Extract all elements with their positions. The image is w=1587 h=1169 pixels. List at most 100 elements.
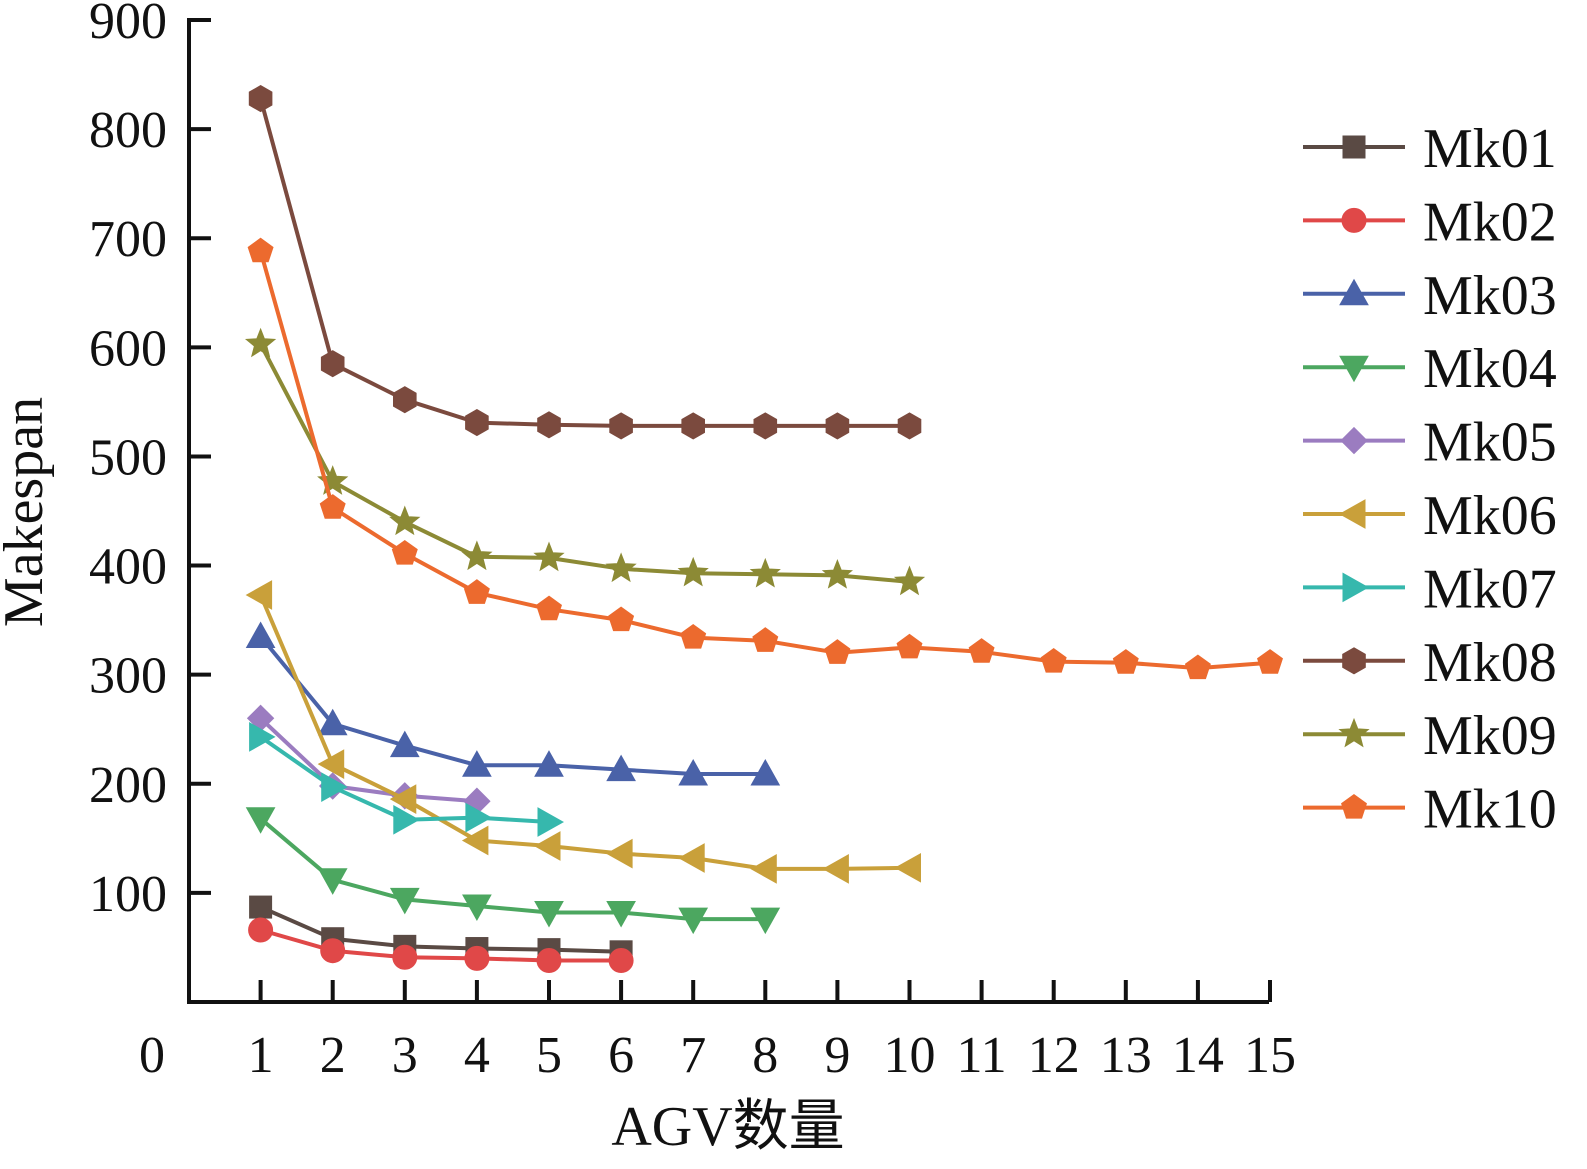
data-point xyxy=(825,412,850,440)
legend-label: Mk01 xyxy=(1423,118,1557,180)
data-point xyxy=(750,907,781,935)
x-tick-label: 6 xyxy=(608,1027,634,1084)
data-point xyxy=(462,894,492,922)
legend-marker xyxy=(1339,278,1369,306)
data-point xyxy=(248,85,273,113)
y-tick-label: 300 xyxy=(89,648,167,705)
series-mk02 xyxy=(248,917,634,974)
x-tick-label: 1 xyxy=(248,1027,274,1084)
series-line xyxy=(259,905,622,954)
data-point xyxy=(393,804,420,835)
data-point xyxy=(248,917,274,943)
data-point xyxy=(461,825,489,856)
x-ticks: 0 1 2 3 4 5 6 7 8 9 10 11 12 13 14 15 xyxy=(139,980,1296,1084)
axes xyxy=(187,18,1269,1004)
data-point xyxy=(608,606,635,632)
legend-label: Mk07 xyxy=(1423,558,1557,620)
x-tick-label: 14 xyxy=(1172,1027,1224,1084)
series-line xyxy=(258,343,910,584)
data-point xyxy=(894,852,921,883)
y-tick-label: 700 xyxy=(89,211,167,268)
x-tick-label: 5 xyxy=(536,1027,562,1084)
data-point xyxy=(245,621,276,648)
data-point xyxy=(537,807,565,837)
data-point xyxy=(461,540,493,571)
data-point xyxy=(824,639,851,664)
data-point xyxy=(389,887,420,915)
data-point xyxy=(678,843,705,873)
data-point xyxy=(317,465,349,495)
data-point xyxy=(245,807,276,834)
x-tick-label: 8 xyxy=(752,1027,778,1084)
data-point xyxy=(897,412,922,440)
legend-label: Mk10 xyxy=(1423,779,1557,841)
legend-marker xyxy=(1342,135,1366,159)
legend-marker xyxy=(1339,355,1369,383)
data-point xyxy=(320,350,345,378)
data-point xyxy=(320,938,346,964)
data-point xyxy=(534,750,564,777)
series-line xyxy=(259,635,766,776)
series-mk08 xyxy=(248,85,922,440)
y-tick-label: 200 xyxy=(89,757,167,814)
series-mk01 xyxy=(249,895,633,964)
data-point xyxy=(465,409,489,437)
x-tick-label: 4 xyxy=(464,1027,490,1084)
legend-item-mk03: Mk03 xyxy=(1303,265,1557,327)
legend: Mk01 Mk02 Mk03 Mk04 Mk05 Mk06 Mk07 Mk08 Mk09 Mk10 xyxy=(1303,118,1557,841)
x-tick-label: 15 xyxy=(1244,1027,1296,1084)
data-point xyxy=(389,730,420,758)
legend-marker xyxy=(1342,647,1366,675)
series-line xyxy=(258,594,910,871)
data-point xyxy=(606,838,633,869)
series-line xyxy=(258,98,910,428)
legend-item-mk10: Mk10 xyxy=(1303,779,1557,841)
data-point xyxy=(893,565,926,596)
data-point xyxy=(319,494,346,519)
legend-marker xyxy=(1341,207,1367,233)
series-mk09 xyxy=(244,327,926,596)
data-point xyxy=(317,749,345,779)
data-point xyxy=(605,552,637,583)
data-point xyxy=(896,633,923,659)
data-point xyxy=(821,559,854,589)
data-point xyxy=(680,623,707,649)
data-point xyxy=(391,539,418,565)
data-point xyxy=(536,948,562,974)
data-point xyxy=(245,580,273,610)
legend-label: Mk08 xyxy=(1423,632,1557,694)
y-tick-label: 100 xyxy=(89,866,167,923)
data-point xyxy=(681,412,705,440)
legend-item-mk08: Mk08 xyxy=(1303,632,1557,694)
data-point xyxy=(393,386,417,414)
data-point xyxy=(606,754,636,782)
y-tick-label: 600 xyxy=(89,320,167,377)
data-point xyxy=(822,854,849,884)
x-tick-label: 10 xyxy=(884,1027,936,1084)
series-line xyxy=(259,716,478,804)
series-mk07 xyxy=(249,722,565,837)
data-point xyxy=(249,895,273,919)
series-mk03 xyxy=(245,621,781,786)
legend-marker xyxy=(1341,793,1367,819)
data-point xyxy=(750,758,781,786)
data-point xyxy=(678,758,709,786)
data-point xyxy=(750,854,777,884)
data-point xyxy=(752,627,779,652)
x-tick-label: 11 xyxy=(957,1027,1007,1084)
data-point xyxy=(536,595,562,621)
data-point xyxy=(968,638,995,663)
y-axis-title: Makespan xyxy=(0,397,55,627)
data-point xyxy=(244,327,277,358)
series-layer xyxy=(244,85,1283,974)
data-point xyxy=(749,557,781,588)
legend-label: Mk05 xyxy=(1423,412,1557,474)
data-point xyxy=(1184,654,1211,680)
data-point xyxy=(533,831,561,861)
legend-marker xyxy=(1338,499,1366,529)
legend-item-mk06: Mk06 xyxy=(1303,485,1557,547)
data-point xyxy=(389,505,421,536)
data-point xyxy=(317,868,348,895)
data-point xyxy=(533,541,565,572)
